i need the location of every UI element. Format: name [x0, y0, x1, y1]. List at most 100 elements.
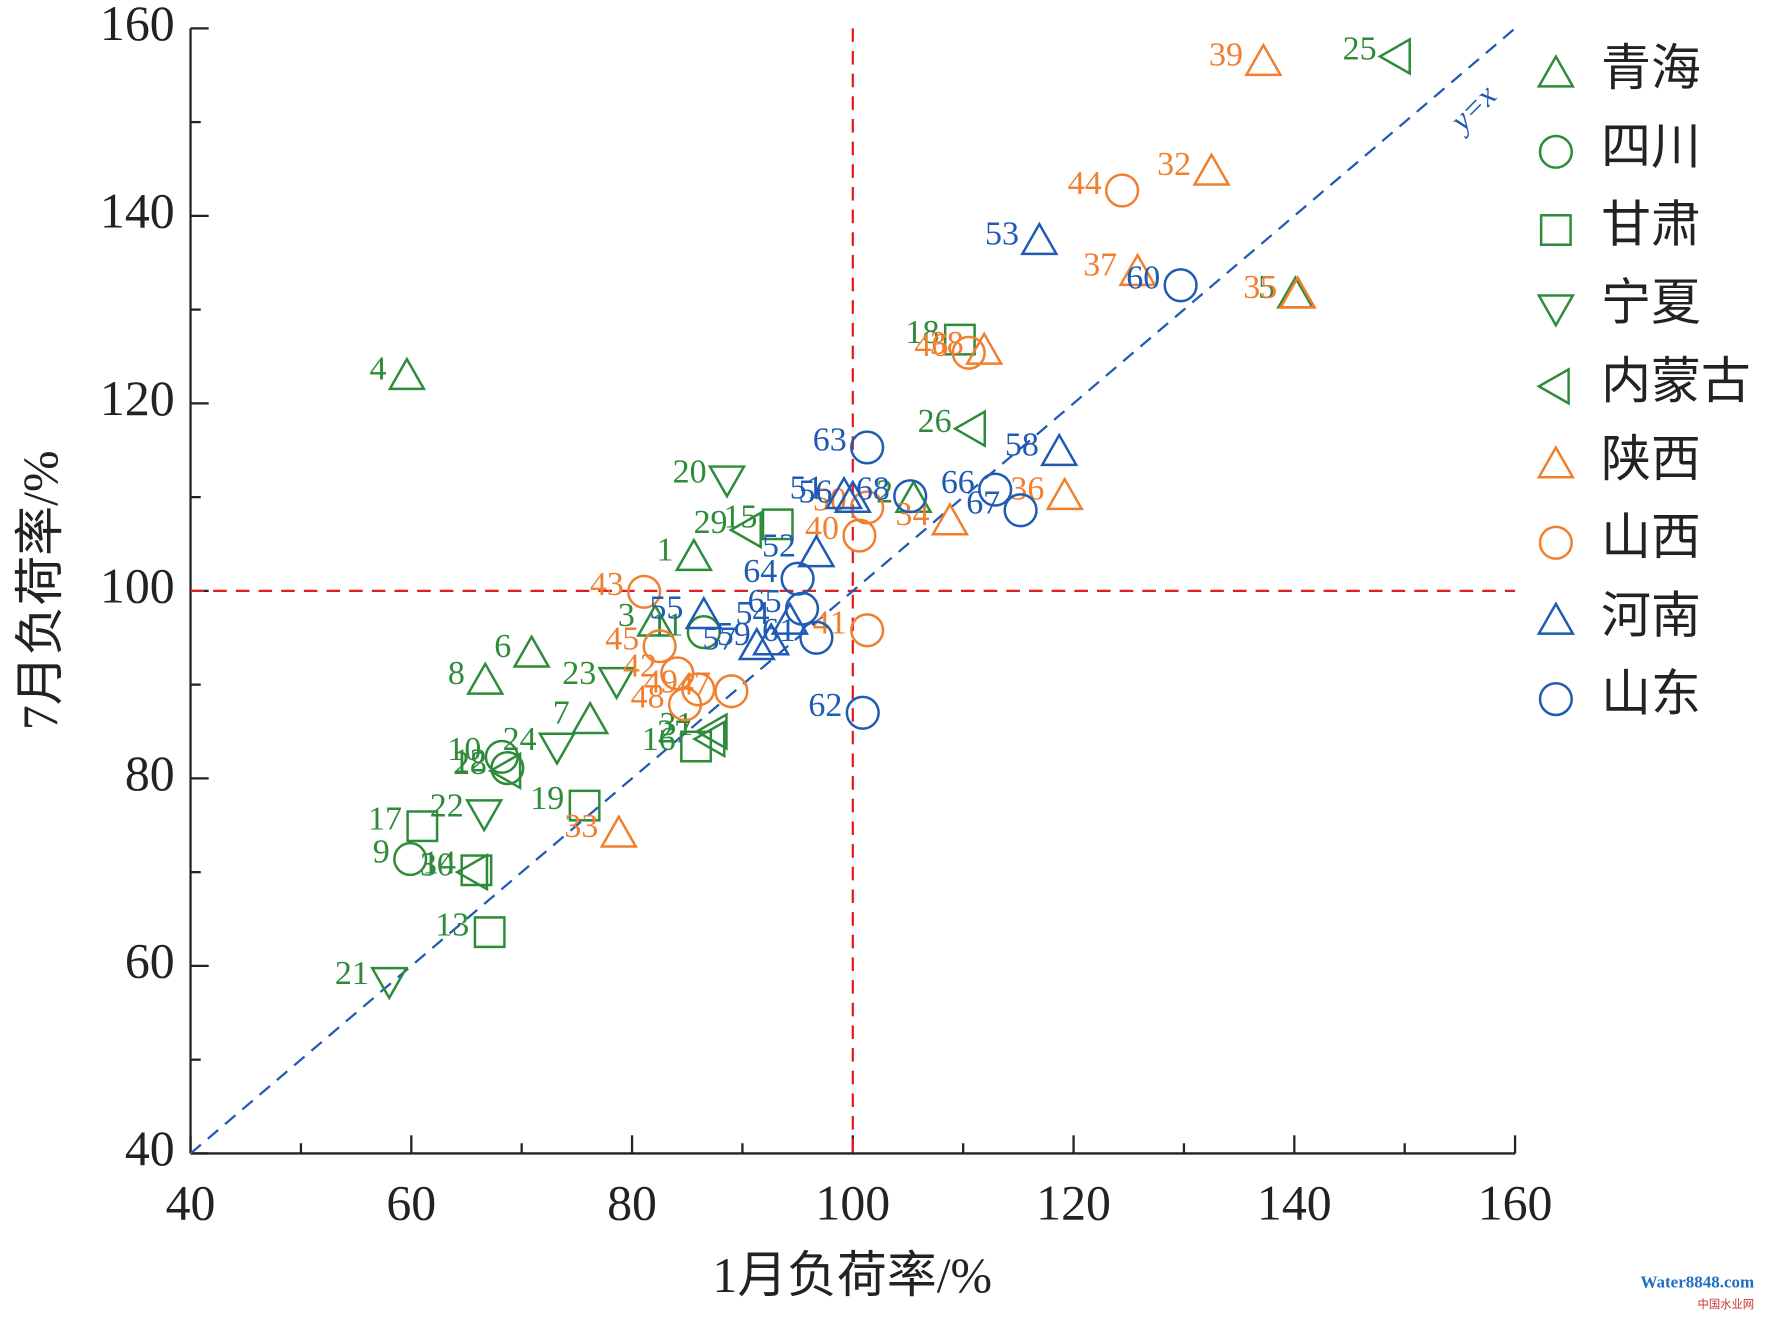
point-label: 28 — [453, 745, 487, 782]
point-label: 66 — [941, 464, 975, 501]
scatter-point — [1536, 294, 1576, 328]
point-label: 17 — [368, 800, 402, 837]
scatter-point — [1538, 681, 1573, 717]
point-label: 19 — [530, 780, 564, 817]
legend-label: 青海 — [1601, 41, 1701, 96]
scatter-point — [686, 615, 721, 650]
scatter-point — [684, 595, 723, 630]
x-tick-label: 60 — [386, 1175, 436, 1230]
scatter-point — [850, 430, 885, 465]
point-label: 45 — [605, 620, 639, 657]
scatter-point — [1105, 173, 1140, 208]
scatter-point — [406, 810, 439, 843]
point-label: 59 — [717, 616, 751, 653]
point-label: 68 — [856, 470, 890, 507]
scatter-point — [1045, 476, 1084, 511]
scatter-point — [952, 409, 987, 448]
scatter-point — [737, 626, 776, 661]
point-label: 6 — [494, 628, 511, 665]
point-label: 39 — [1209, 36, 1243, 73]
x-tick-label: 100 — [815, 1175, 890, 1230]
scatter-point — [537, 732, 577, 767]
scatter-point — [1538, 525, 1573, 560]
point-label: 67 — [966, 485, 1000, 522]
scatter-point — [370, 966, 409, 1001]
point-label: 49 — [644, 664, 678, 701]
point-label: 10 — [447, 731, 481, 768]
point-label: 26 — [918, 403, 952, 440]
scatter-point — [490, 750, 525, 786]
scatter-point — [751, 622, 791, 656]
scatter-point — [1244, 42, 1283, 77]
scatter-point — [1003, 493, 1038, 528]
y-tick-label: 140 — [100, 183, 175, 238]
point-label: 21 — [335, 955, 369, 992]
point-label: 51 — [790, 470, 824, 507]
legend-label: 山东 — [1601, 667, 1701, 722]
scatter-point — [681, 672, 716, 707]
scatter-point — [784, 591, 820, 626]
point-label: 24 — [503, 721, 537, 758]
scatter-point — [1536, 601, 1576, 635]
x-tick-label: 40 — [166, 1175, 216, 1230]
legend-label: 甘肃 — [1601, 197, 1701, 252]
point-label: 63 — [813, 422, 847, 459]
scatter-point — [824, 475, 864, 510]
scatter-point — [597, 666, 636, 701]
y-tick-label: 100 — [100, 558, 175, 613]
scatter-point — [1040, 432, 1079, 467]
point-label: 46 — [914, 327, 948, 364]
point-label: 13 — [435, 906, 469, 943]
x-axis-label: 1月负荷率/% — [712, 1248, 992, 1303]
x-tick-label: 80 — [607, 1175, 657, 1230]
scatter-point — [1118, 252, 1157, 287]
point-label: 4 — [369, 350, 386, 387]
scatter-point — [1536, 367, 1570, 406]
y-tick-label: 120 — [100, 371, 175, 426]
point-label: 12 — [453, 742, 487, 779]
y-tick-label: 160 — [100, 0, 175, 51]
scatter-point — [454, 853, 489, 892]
point-label: 16 — [642, 721, 676, 758]
point-label: 23 — [562, 655, 596, 692]
scatter-point — [850, 613, 885, 648]
y-tick-label: 60 — [125, 933, 175, 988]
point-label: 5 — [1258, 269, 1275, 306]
point-label: 22 — [430, 787, 464, 824]
scatter-point — [1192, 152, 1231, 186]
point-label: 18 — [905, 314, 939, 351]
point-label: 42 — [623, 648, 657, 685]
scatter-point — [570, 700, 610, 735]
scatter-point — [1278, 275, 1317, 309]
scatter-point — [978, 472, 1013, 507]
point-label: 25 — [1343, 31, 1377, 68]
point-label: 8 — [448, 655, 465, 692]
scatter-point — [714, 674, 749, 709]
scatter-point — [842, 518, 877, 553]
point-label: 35 — [1243, 269, 1277, 306]
legend-label: 山西 — [1601, 510, 1701, 565]
scatter-point — [1536, 445, 1576, 479]
scatter-point — [1020, 221, 1059, 256]
legend-label: 陕西 — [1601, 432, 1701, 487]
scatter-point — [642, 629, 677, 664]
point-label: 56 — [798, 473, 832, 510]
point-label: 36 — [1010, 470, 1044, 507]
point-label: 37 — [1083, 246, 1117, 283]
scatter-point — [473, 916, 506, 949]
point-label: 14 — [422, 845, 456, 882]
point-label: 11 — [651, 606, 684, 643]
y-tick-label: 80 — [125, 746, 175, 801]
scatter-point — [761, 508, 794, 541]
legend-label: 内蒙古 — [1601, 354, 1751, 409]
y-tick-label: 40 — [125, 1121, 175, 1176]
point-label: 30 — [420, 846, 454, 883]
scatter-point — [797, 533, 836, 568]
point-label: 7 — [553, 695, 570, 732]
scatter-point — [833, 479, 872, 513]
point-label: 52 — [762, 528, 796, 565]
watermark: 中国水业网 — [1697, 1298, 1754, 1311]
scatter-point — [951, 335, 986, 370]
point-label: 9 — [373, 833, 390, 870]
